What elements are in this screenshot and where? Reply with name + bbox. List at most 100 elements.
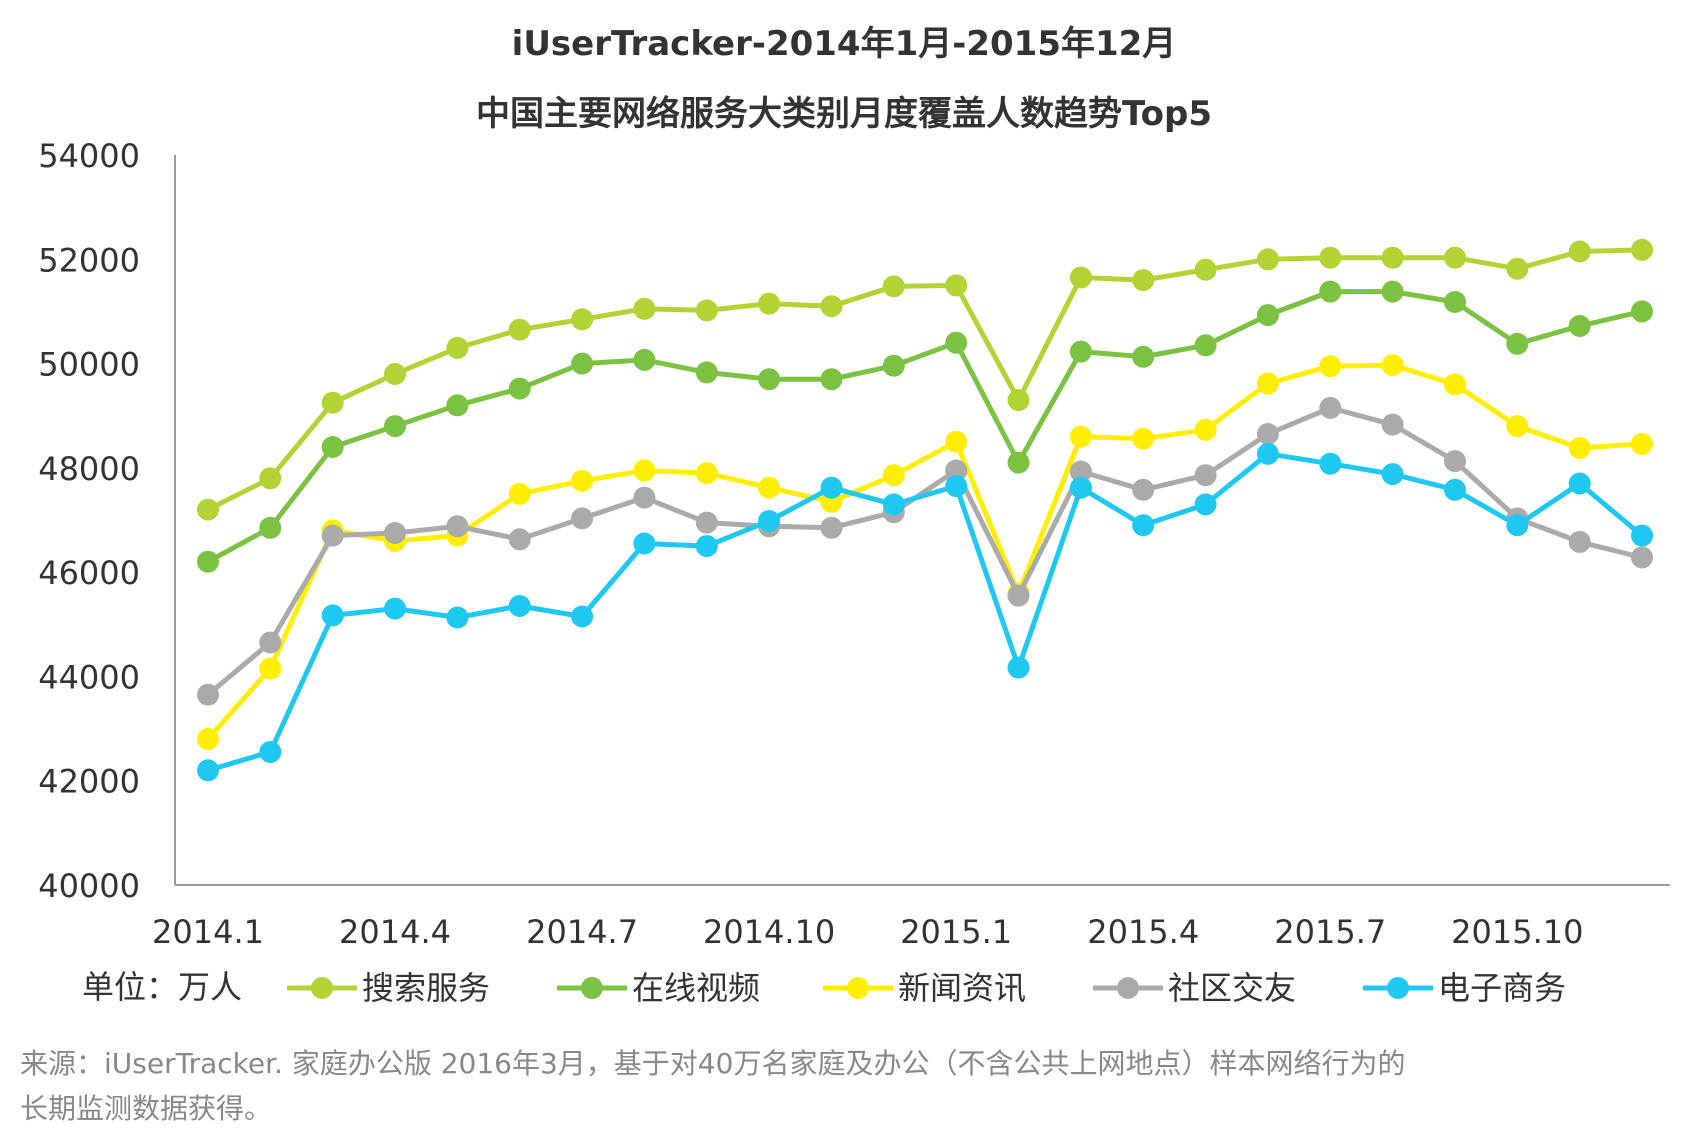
- data-point: [820, 516, 843, 539]
- data-point: [1132, 427, 1155, 450]
- data-point: [1568, 472, 1591, 495]
- data-point: [1194, 258, 1217, 281]
- series-0: [197, 238, 1653, 521]
- data-point: [1444, 291, 1466, 313]
- legend-label: 社区交友: [1168, 969, 1296, 1007]
- data-point: [1381, 413, 1404, 436]
- legend-item: 社区交友: [1093, 969, 1296, 1007]
- data-point: [571, 469, 594, 492]
- data-point: [695, 535, 718, 558]
- data-point: [945, 331, 968, 354]
- data-point: [1444, 373, 1466, 396]
- y-tick-label: 44000: [38, 658, 140, 696]
- data-point: [1381, 463, 1404, 486]
- legend-swatch-marker: [847, 977, 869, 999]
- legend-swatch-marker: [1117, 977, 1139, 999]
- data-point: [1381, 246, 1404, 269]
- source-note-line1: 来源：iUserTracker. 家庭办公版 2016年3月，基于对40万名家庭…: [20, 1047, 1405, 1080]
- data-point: [571, 605, 594, 628]
- x-tick-label: 2014.1: [152, 913, 264, 951]
- data-point: [1319, 452, 1342, 475]
- data-point: [197, 759, 219, 782]
- data-point: [1132, 345, 1155, 368]
- data-point: [508, 595, 531, 617]
- data-point: [1132, 478, 1155, 501]
- data-point: [1381, 280, 1404, 303]
- chart-subtitle: 中国主要网络服务大类别月度覆盖人数趋势Top5: [476, 94, 1212, 134]
- series-2: [197, 354, 1653, 750]
- data-point: [1319, 355, 1342, 378]
- legend-item: 新闻资讯: [823, 969, 1026, 1007]
- y-tick-label: 50000: [38, 346, 140, 384]
- series-line: [206, 289, 1643, 564]
- data-point: [1194, 334, 1217, 357]
- data-point: [820, 295, 843, 318]
- series-line: [206, 405, 1643, 697]
- data-point: [508, 482, 531, 505]
- data-point: [1568, 437, 1591, 459]
- data-point: [1319, 396, 1342, 419]
- data-point: [1631, 432, 1653, 455]
- x-tick-label: 2015.4: [1087, 913, 1199, 951]
- data-point: [695, 462, 718, 485]
- data-point: [259, 467, 282, 490]
- legend-label: 在线视频: [632, 969, 760, 1007]
- data-point: [882, 493, 905, 516]
- y-axis: 40000 42000 44000 46000 48000 50000 52000 54000: [38, 137, 176, 905]
- data-point: [446, 606, 469, 629]
- series-group: [197, 238, 1653, 782]
- data-point: [1194, 418, 1217, 441]
- series-line: [206, 362, 1643, 741]
- data-point: [945, 475, 968, 498]
- legend-swatch-marker: [311, 977, 333, 999]
- data-point: [1256, 423, 1279, 445]
- data-point: [1631, 524, 1653, 547]
- data-point: [633, 459, 656, 482]
- data-point: [384, 415, 406, 438]
- legend-label: 搜索服务: [362, 969, 490, 1007]
- data-point: [1444, 450, 1466, 473]
- data-point: [1194, 464, 1217, 487]
- data-point: [197, 498, 219, 521]
- data-point: [1256, 304, 1279, 327]
- data-point: [758, 292, 781, 315]
- data-point: [820, 476, 843, 499]
- data-point: [1568, 530, 1591, 553]
- data-point: [945, 430, 968, 453]
- data-point: [633, 486, 656, 509]
- data-point: [446, 336, 469, 359]
- series-line: [207, 451, 1644, 773]
- y-tick-label: 54000: [38, 137, 140, 175]
- data-point: [633, 348, 656, 371]
- data-point: [259, 657, 282, 680]
- data-point: [1069, 460, 1092, 483]
- legend: 单位：万人 搜索服务 在线视频 新闻资讯 社区交友 电子商务: [82, 968, 1566, 1007]
- data-point: [1506, 514, 1529, 537]
- data-point: [508, 528, 531, 551]
- x-tick-label: 2014.7: [526, 913, 638, 951]
- data-point: [1007, 389, 1030, 412]
- data-point: [758, 476, 781, 499]
- data-point: [758, 510, 781, 532]
- series-1: [197, 280, 1653, 573]
- data-point: [1069, 425, 1092, 448]
- data-point: [508, 377, 531, 400]
- data-point: [1256, 248, 1279, 271]
- data-point: [384, 522, 406, 544]
- source-note-line2: 长期监测数据获得。: [20, 1092, 272, 1125]
- data-point: [1256, 372, 1279, 395]
- data-point: [1444, 478, 1466, 501]
- data-point: [820, 368, 843, 391]
- data-point: [633, 297, 656, 320]
- data-point: [882, 275, 905, 298]
- data-point: [259, 516, 282, 539]
- data-point: [446, 394, 469, 417]
- data-point: [695, 299, 718, 322]
- y-tick-labels: 40000 42000 44000 46000 48000 50000 52000 54000: [38, 137, 140, 905]
- data-point: [197, 550, 219, 573]
- x-tick-label: 2015.7: [1274, 913, 1386, 951]
- data-point: [571, 352, 594, 375]
- data-point: [1007, 656, 1030, 679]
- x-tick-label: 2015.1: [900, 913, 1012, 951]
